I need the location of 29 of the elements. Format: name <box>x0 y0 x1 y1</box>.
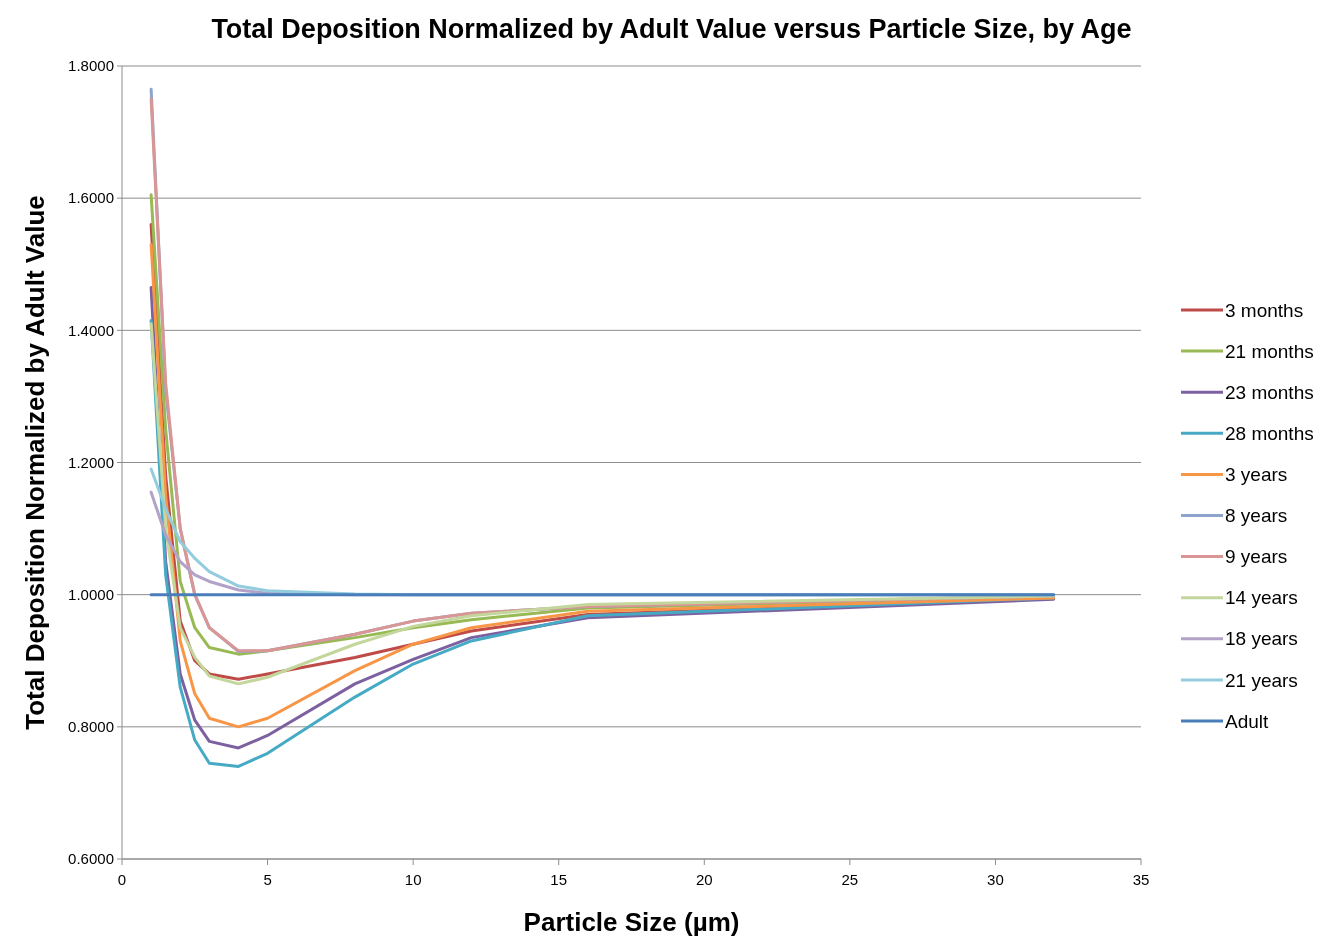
legend-label: 18 years <box>1225 628 1298 650</box>
x-tick-label: 10 <box>404 871 422 888</box>
legend-label: 28 months <box>1225 422 1314 444</box>
y-tick-label: 1.0000 <box>68 585 114 603</box>
x-tick-label: 35 <box>1132 871 1150 888</box>
legend-label: 21 months <box>1225 340 1314 362</box>
legend-label: 8 years <box>1225 505 1288 527</box>
legend-label: 14 years <box>1225 587 1298 609</box>
x-tick-label: 5 <box>263 871 272 888</box>
y-tick-label: 1.6000 <box>68 189 114 207</box>
chart-title: Total Deposition Normalized by Adult Value versus Particle Size, by Age <box>211 14 1132 44</box>
x-tick-label: 15 <box>550 871 568 888</box>
legend-label: 3 years <box>1225 464 1288 486</box>
x-tick-label: 20 <box>695 871 713 888</box>
y-tick-label: 0.6000 <box>68 850 114 868</box>
x-tick-label: 0 <box>117 871 127 888</box>
legend-label: 23 months <box>1225 381 1314 403</box>
x-tick-label: 25 <box>841 871 859 888</box>
y-tick-label: 1.4000 <box>68 321 114 339</box>
x-tick-label: 30 <box>987 871 1004 888</box>
y-tick-label: 0.8000 <box>68 718 114 736</box>
y-axis-title: Total Deposition Normalized by Adult Value <box>20 195 50 730</box>
legend-label: 9 years <box>1225 546 1288 568</box>
y-tick-label: 1.2000 <box>68 453 114 471</box>
x-axis-title: Particle Size (µm) <box>523 907 740 937</box>
legend-label: 21 years <box>1225 669 1298 691</box>
legend-label: Adult <box>1225 710 1270 732</box>
y-tick-label: 1.8000 <box>68 57 114 75</box>
legend-label: 3 months <box>1225 299 1304 321</box>
